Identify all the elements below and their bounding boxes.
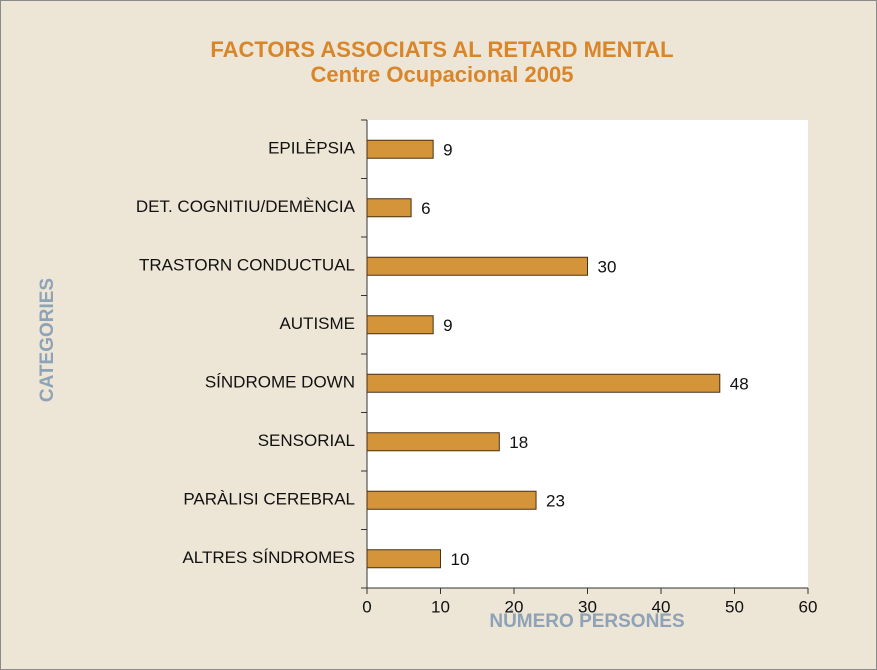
data-label: 30	[598, 258, 617, 277]
bar	[366, 315, 434, 335]
x-tick-label: 0	[362, 597, 371, 616]
bar	[366, 139, 434, 159]
plot-area	[367, 120, 808, 588]
x-tick-label: 20	[505, 597, 524, 616]
bar	[366, 373, 721, 393]
x-tick-label: 50	[725, 597, 744, 616]
bar	[366, 490, 537, 510]
x-tick-label: 60	[799, 597, 818, 616]
x-tick-label: 10	[431, 597, 450, 616]
bar	[366, 198, 412, 218]
data-label: 18	[509, 433, 528, 452]
y-tick-label: DET. COGNITIU/DEMÈNCIA	[136, 197, 356, 216]
data-label: 48	[730, 375, 749, 394]
chart-subtitle: Centre Ocupacional 2005	[311, 62, 574, 87]
x-axis-title: NÚMERO PERSONES	[489, 610, 684, 632]
x-tick-label: 30	[578, 597, 597, 616]
y-tick-label: AUTISME	[279, 314, 355, 333]
y-tick-label: SENSORIAL	[258, 431, 355, 450]
y-tick-label: TRASTORN CONDUCTUAL	[139, 256, 355, 275]
data-label: 9	[443, 141, 452, 160]
y-tick-label: PARÀLISI CEREBRAL	[183, 490, 355, 509]
data-label: 9	[443, 316, 452, 335]
bar	[366, 256, 588, 276]
bar	[366, 549, 441, 569]
x-tick-label: 40	[652, 597, 671, 616]
data-label: 6	[421, 199, 430, 218]
data-label: 10	[451, 550, 470, 569]
y-tick-label: ALTRES SÍNDROMES	[182, 548, 355, 567]
y-axis-title: CATEGORIES	[37, 278, 58, 402]
y-tick-label: EPILÈPSIA	[268, 139, 356, 158]
data-label: 23	[546, 492, 565, 511]
y-tick-label: SÍNDROME DOWN	[205, 373, 355, 392]
chart-title: FACTORS ASSOCIATS AL RETARD MENTAL	[210, 37, 673, 62]
bar	[366, 432, 500, 452]
